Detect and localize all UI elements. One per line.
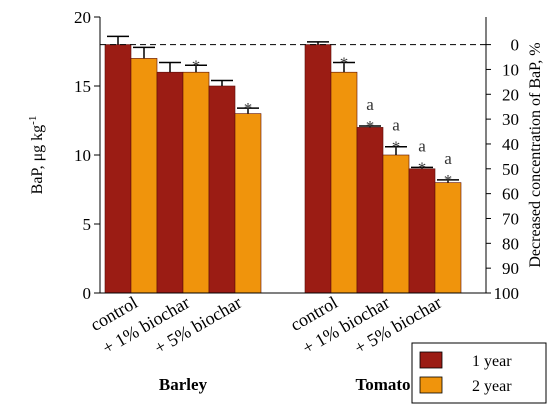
axes-layer (94, 16, 491, 294)
bar-barley-1-1 (182, 71, 210, 294)
legend-swatch (419, 351, 443, 369)
y2-tick-label: 0 (511, 36, 520, 55)
bar-barley-0-0 (104, 44, 132, 294)
y-axis-title: BaP, μg kg-1 (27, 116, 46, 195)
y2-tick-label: 50 (502, 160, 519, 179)
bar-barley-1-0 (156, 71, 184, 294)
significance-star: * (444, 171, 453, 190)
y2-tick-label: 30 (502, 110, 519, 129)
group-label: Tomato (355, 375, 410, 394)
significance-letter: a (366, 95, 374, 114)
bar-tomato-1-1 (382, 154, 410, 294)
y2-tick-label: 100 (494, 284, 520, 303)
legend-label: 1 year (472, 353, 512, 370)
significance-star: * (366, 117, 375, 136)
significance-letter: a (392, 116, 400, 135)
bar-barley-2-0 (208, 85, 236, 294)
y2-tick-label: 10 (502, 60, 519, 79)
legend: 1 year 2 year (411, 342, 547, 404)
y2-tick-label: 70 (502, 209, 519, 228)
legend-label: 2 year (472, 378, 512, 395)
y-tick-label: 0 (83, 284, 92, 303)
y2-tick-label: 40 (502, 135, 519, 154)
labels-layer: control*+ 1% biochar*+ 5% biocharBarley*… (27, 8, 544, 394)
y-axis-title-superscript: -1 (27, 116, 39, 125)
bar-barley-2-1 (234, 113, 262, 294)
y-tick-label: 5 (83, 215, 92, 234)
significance-star: * (392, 138, 401, 157)
y2-axis-title: Decreased concentration of BaP, % (527, 42, 544, 267)
significance-star: * (418, 158, 427, 177)
significance-star: * (340, 54, 349, 73)
y-axis-title-main: BaP, μg kg (29, 125, 46, 194)
y-tick-label: 10 (74, 146, 91, 165)
significance-letter: a (444, 149, 452, 168)
bar-tomato-2-1 (434, 182, 462, 294)
y2-tick-label: 80 (502, 234, 519, 253)
bar-barley-0-1 (130, 58, 158, 294)
y-tick-label: 20 (74, 8, 91, 27)
y2-tick-label: 60 (502, 185, 519, 204)
significance-star: * (192, 56, 201, 75)
significance-star: * (244, 99, 253, 118)
bar-tomato-0-0 (304, 44, 332, 294)
y2-tick-label: 20 (502, 85, 519, 104)
bar-tomato-1-0 (356, 127, 384, 294)
y-tick-label: 15 (74, 77, 91, 96)
bars-layer (104, 35, 462, 294)
bar-tomato-2-0 (408, 168, 436, 294)
significance-letter: a (418, 136, 426, 155)
legend-swatch (419, 376, 443, 394)
y2-tick-label: 90 (502, 259, 519, 278)
bar-tomato-0-1 (330, 71, 358, 294)
group-label: Barley (159, 375, 208, 394)
